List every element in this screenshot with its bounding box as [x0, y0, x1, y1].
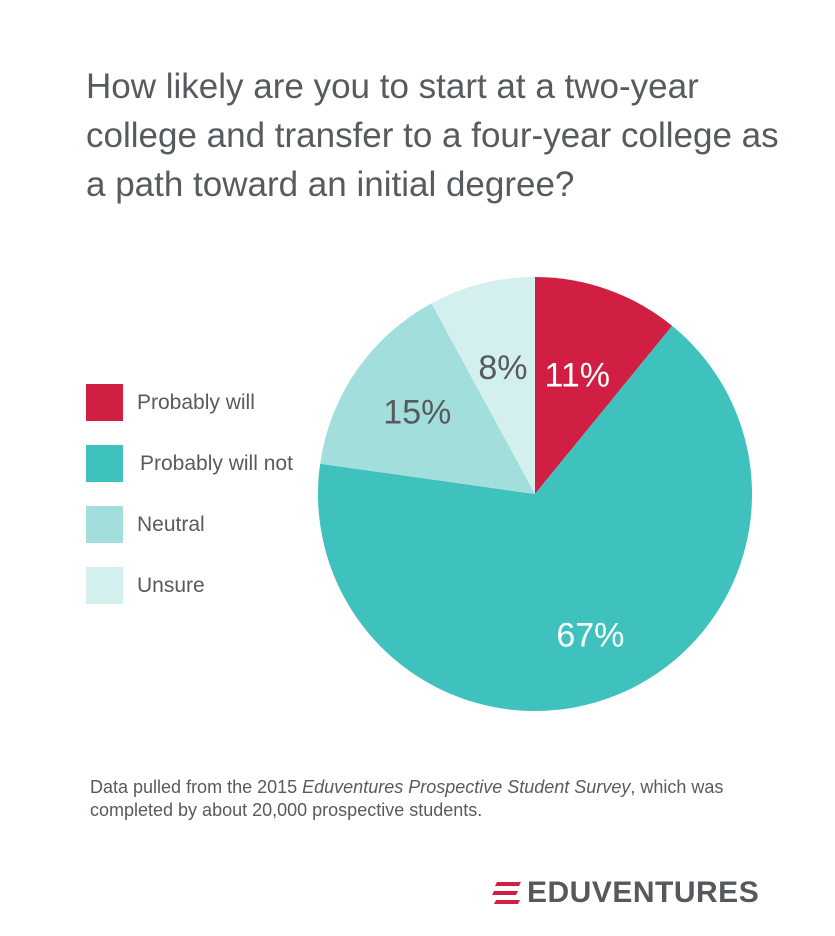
legend-item-probably-will: Probably will — [86, 384, 293, 421]
logo-stripe — [495, 882, 521, 886]
stacked-stripes-icon — [492, 882, 521, 904]
legend-item-neutral: Neutral — [86, 506, 293, 543]
chart-title: How likely are you to start at a two-yea… — [86, 67, 779, 204]
pie-label-probably-will: 11% — [544, 356, 610, 394]
pie-label-neutral: 15% — [383, 393, 451, 431]
footnote-text-end: , which was completed by about 20,000 pr… — [90, 777, 724, 820]
footnote: Data pulled from the 2015 Eduventures Pr… — [90, 776, 780, 822]
legend-swatch — [86, 445, 123, 482]
legend-label: Probably will — [137, 390, 255, 414]
legend-swatch — [86, 384, 123, 421]
legend-swatch — [86, 567, 123, 604]
footnote-text: Data pulled from the 2015 — [90, 777, 303, 797]
chart-legend: Probably will Probably will not Neutral … — [86, 384, 293, 628]
brand-logo: EDUVENTURES — [491, 873, 759, 913]
pie-label-probably-will-not: 67% — [556, 616, 624, 654]
pie-label-unsure: 8% — [478, 349, 527, 387]
legend-item-unsure: Unsure — [86, 567, 293, 604]
legend-item-probably-will-not: Probably will not — [86, 445, 293, 482]
pie-slice-probably-will-not — [317, 325, 752, 712]
brand-name: EDUVENTURES — [527, 876, 760, 909]
legend-label: Neutral — [137, 512, 205, 536]
legend-label: Unsure — [137, 573, 205, 597]
legend-swatch — [86, 506, 123, 543]
logo-stripe — [492, 891, 518, 895]
survey-name: Eduventures Prospective Student Survey — [302, 777, 631, 797]
pie-slice-neutral — [320, 303, 535, 494]
pie-slice-probably-will — [535, 277, 673, 494]
logo-stripe — [494, 900, 520, 904]
pie-slice-unsure — [431, 277, 535, 494]
legend-label: Probably will not — [140, 451, 293, 475]
